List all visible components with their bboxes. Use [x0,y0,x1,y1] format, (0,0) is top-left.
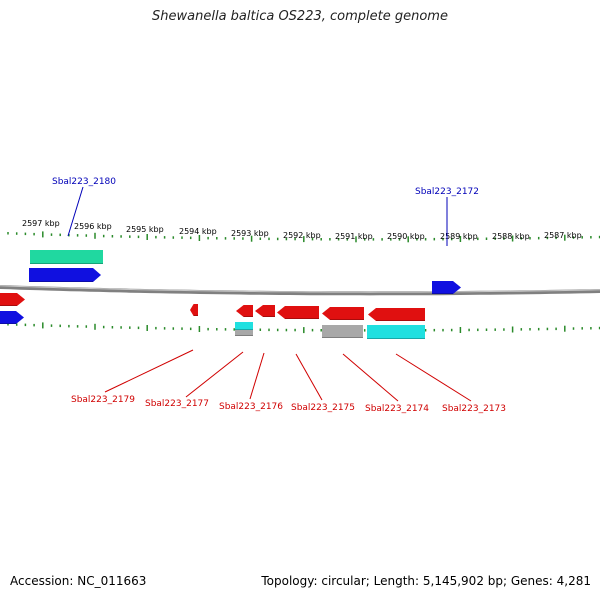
feature-cyan-block-body [367,325,425,339]
bottom-gene-leader [395,353,472,402]
feature-red-cds-2173 [368,308,425,321]
scale-label: 2587 kbp [544,231,582,240]
feature-red-cds-2176 [255,305,275,317]
feature-small-red-cds-body [190,304,198,316]
feature-cyan-block [367,325,425,339]
feature-forward-cds-1-body [29,268,101,282]
top-gene-label: Sbal223_2172 [415,187,479,197]
feature-gray-block-body [322,325,363,338]
map-title: Shewanella baltica OS223, complete genom… [152,9,448,24]
bottom-scale-ticks [7,322,600,334]
bottom-gene-leader [295,353,323,401]
top-gene-label: Sbal223_2180 [52,177,116,187]
top-gene-leader [67,186,84,237]
scale-label: 2589 kbp [440,232,478,241]
feature-left-blue-cds-body [0,311,24,324]
scale-label: 2588 kbp [492,232,530,241]
scale-label: 2594 kbp [179,227,217,236]
top-scale-ticks [7,231,600,243]
feature-forward-cds-1 [29,268,101,282]
scale-label: 2593 kbp [231,229,269,238]
feature-gray-block [322,325,363,338]
feature-forward-cds-2-body [432,281,461,294]
feature-red-cds-2176-body [255,305,275,317]
feature-forward-cds-2 [432,281,461,294]
scale-label: 2597 kbp [22,219,60,228]
feature-cyan-small-body [235,322,253,330]
feature-left-blue-cds [0,311,24,324]
accession-text: Accession: NC_011663 [10,574,147,588]
feature-gray-small-body [235,330,253,336]
feature-red-cds-2173-body [368,308,425,321]
feature-red-cds-2177 [236,305,253,317]
bottom-gene-leader [249,352,265,400]
scale-label: 2590 kbp [387,232,425,241]
feature-small-red-cds [190,304,198,316]
bottom-gene-label: Sbal223_2179 [71,395,135,405]
scale-label: 2596 kbp [74,222,112,231]
feature-gray-small [235,330,253,336]
feature-left-red-cds [0,293,25,306]
genome-backbone [0,285,600,296]
feature-red-cds-2175 [277,306,319,319]
scale-label: 2591 kbp [335,232,373,241]
feature-left-red-cds-body [0,293,25,306]
bottom-gene-label: Sbal223_2173 [442,404,506,414]
feature-red-cds-2174 [322,307,364,320]
genome-info-text: Topology: circular; Length: 5,145,902 bp… [261,574,591,588]
bottom-gene-label: Sbal223_2175 [291,403,355,413]
feature-cyan-small [235,322,253,330]
scale-label: 2592 kbp [283,231,321,240]
bottom-gene-leader [342,353,399,402]
bottom-gene-label: Sbal223_2177 [145,399,209,409]
genome-backbone-highlight [0,285,600,293]
bottom-gene-label: Sbal223_2174 [365,404,429,414]
bottom-gene-leader [185,351,244,398]
feature-red-cds-2175-body [277,306,319,319]
feature-red-cds-2174-body [322,307,364,320]
feature-green-block-body [30,250,103,264]
scale-label: 2595 kbp [126,225,164,234]
bottom-gene-label: Sbal223_2176 [219,402,283,412]
bottom-gene-leader [104,349,194,393]
feature-red-cds-2177-body [236,305,253,317]
feature-green-block [30,250,103,264]
